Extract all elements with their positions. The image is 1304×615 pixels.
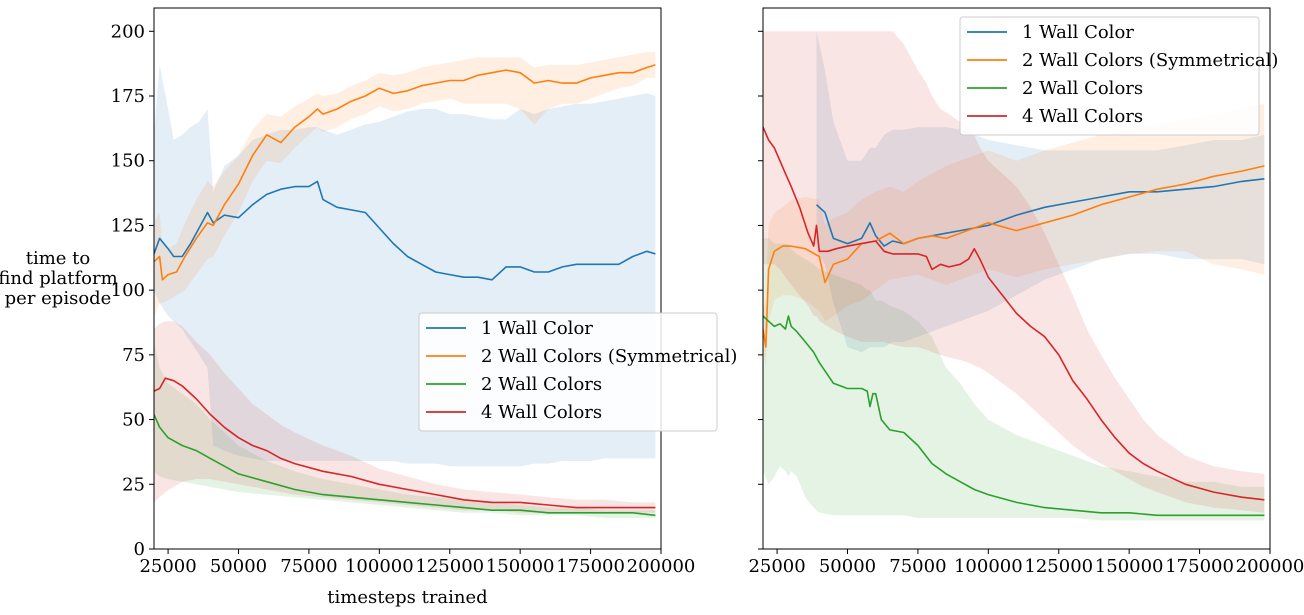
series-line-1-wall-color — [815, 178, 1265, 247]
legend-label-1-wall-color: 1 Wall Color — [481, 318, 593, 339]
y-tick-label: 175 — [111, 86, 145, 107]
legend-label-4-wall-colors: 4 Wall Colors — [1022, 106, 1143, 127]
y-tick-label: 100 — [111, 280, 145, 301]
series-line-1-wall-color — [154, 180, 656, 281]
band-2-wall-colors — [154, 341, 656, 518]
legend-label-2-wall-colors: 2 Wall Colors — [1022, 78, 1143, 99]
axes-frame — [153, 7, 662, 550]
y-tick-label: 75 — [122, 345, 145, 366]
x-tick-label: 125000 — [415, 556, 484, 577]
x-tick-label: 100000 — [954, 556, 1023, 577]
y-axis-label: time to find platform per episode — [0, 248, 118, 309]
x-tick-label: 200000 — [1236, 556, 1304, 577]
x-tick-label: 75000 — [889, 556, 946, 577]
x-tick-label: 75000 — [280, 556, 337, 577]
x-tick-label: 200000 — [627, 556, 696, 577]
legend: 1 Wall Color 2 Wall Colors (Symmetrical) 2… — [959, 16, 1278, 136]
y-tick-label: 125 — [111, 215, 145, 236]
x-tick-label: 50000 — [210, 556, 267, 577]
band-1-wall-color — [816, 31, 1265, 353]
band-2-wall-colors-symmetrical — [763, 103, 1265, 368]
x-tick-label: 50000 — [819, 556, 876, 577]
x-tick-label: 150000 — [486, 556, 555, 577]
legend-label-2-wall-colors-symmetrical: 2 Wall Colors (Symmetrical) — [481, 346, 737, 367]
y-axis-label-line: time to — [26, 248, 91, 269]
legend-box — [418, 312, 718, 432]
y-tick-label: 25 — [122, 474, 145, 495]
band-2-wall-colors — [763, 238, 1265, 521]
x-tick-label: 25000 — [139, 556, 196, 577]
legend-box — [959, 16, 1260, 136]
band-4-wall-colors — [154, 321, 656, 513]
series-line-4-wall-colors — [154, 377, 656, 509]
legend: 1 Wall Color 2 Wall Colors (Symmetrical) 2… — [418, 312, 737, 432]
legend-label-4-wall-colors: 4 Wall Colors — [481, 402, 602, 423]
y-tick-label: 150 — [111, 151, 145, 172]
x-tick-label: 175000 — [556, 556, 625, 577]
y-tick-label: 0 — [134, 539, 145, 560]
plot-area — [154, 52, 656, 518]
y-tick-label: 200 — [111, 21, 145, 42]
x-tick-label: 25000 — [748, 556, 805, 577]
band-4-wall-colors — [763, 31, 1265, 513]
left-panel: 25000 50000 75000 100000 125000 150000 175000 2… — [0, 7, 737, 608]
band-2-wall-colors-symmetrical — [154, 52, 656, 316]
x-axis-label: timesteps trained — [327, 587, 487, 608]
x-tick-label: 125000 — [1024, 556, 1093, 577]
y-axis-label-line: find platform — [0, 268, 118, 289]
right-panel: 25000 50000 75000 100000 125000 150000 175000 2… — [748, 7, 1304, 577]
axes-frame — [762, 7, 1271, 550]
legend-label-1-wall-color: 1 Wall Color — [1022, 22, 1134, 43]
legend-label-2-wall-colors-symmetrical: 2 Wall Colors (Symmetrical) — [1022, 50, 1278, 71]
x-tick-label: 100000 — [345, 556, 414, 577]
series-line-4-wall-colors — [763, 126, 1265, 501]
series-line-2-wall-colors — [154, 414, 656, 517]
series-line-2-wall-colors — [763, 315, 1265, 517]
y-axis-label-line: per episode — [5, 288, 112, 309]
series-line-2-wall-colors-symmetrical — [763, 165, 1265, 348]
x-tick-label: 175000 — [1165, 556, 1234, 577]
x-tick-label: 150000 — [1095, 556, 1164, 577]
legend-label-2-wall-colors: 2 Wall Colors — [481, 374, 602, 395]
y-tick-label: 50 — [122, 410, 145, 431]
series-line-2-wall-colors-symmetrical — [154, 64, 656, 281]
plot-area — [763, 31, 1265, 521]
